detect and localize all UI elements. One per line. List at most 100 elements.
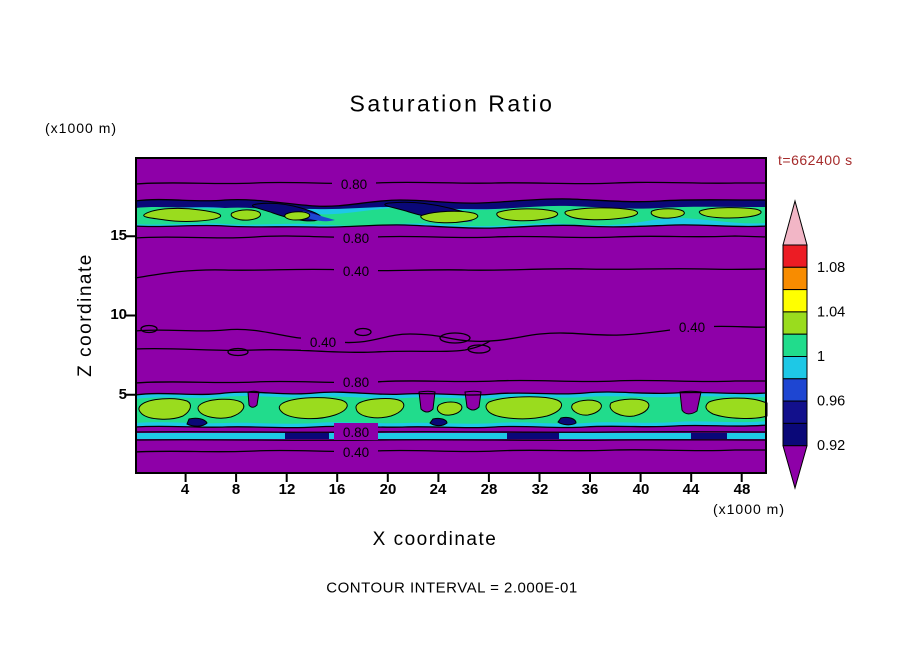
closed-contour (467, 344, 491, 354)
contour-label: 0.40 (679, 320, 705, 335)
strip-outline-top (134, 431, 768, 433)
x-tick-label: 28 (480, 481, 498, 498)
colorbar-bottom-arrow (782, 445, 808, 490)
cloud-cell (355, 398, 405, 419)
x-tick-label: 40 (632, 481, 650, 498)
dry-notch (418, 390, 436, 413)
colorbar-top-arrow (782, 199, 808, 246)
cloud-cell (436, 401, 463, 416)
contour-label: 0.80 (341, 177, 367, 192)
colorbar-cell (782, 289, 808, 313)
colorbar-cell (782, 333, 808, 357)
cloud-cell (698, 207, 762, 219)
cloud-cell (571, 399, 602, 416)
colorbar-cell (782, 378, 808, 402)
cloud-cell (564, 207, 639, 221)
strip-navy-segment (507, 433, 559, 439)
contour-label: 0.80 (343, 231, 369, 246)
upper-band-outline-bottom (134, 224, 768, 229)
lower-band-outline-bottom (134, 424, 768, 429)
colorbar-cell (782, 356, 808, 380)
x-tick-label: 36 (581, 481, 599, 498)
colorbar-label: 1 (817, 349, 825, 365)
lower-cloud-band (134, 390, 768, 429)
colorbar: 1.08 1.04 1 0.96 0.92 (782, 199, 845, 490)
cloud-cell (705, 397, 768, 419)
x-axis-units: (x1000 m) (712, 501, 785, 517)
cloud-cell (143, 207, 222, 222)
strip-cyan (135, 433, 767, 439)
colorbar-cell (782, 422, 808, 447)
strip-navy-segment (285, 433, 329, 439)
navy-pocket (429, 417, 448, 427)
x-axis-tick-marks (184, 474, 743, 482)
axis-ticks (126, 235, 743, 482)
cloud-cell (284, 211, 311, 221)
cloud-cell (609, 398, 650, 417)
cloud-cell (485, 396, 563, 420)
cloud-cell (420, 210, 479, 224)
contour-label: 0.40 (343, 445, 369, 460)
colorbar-label: 0.96 (817, 394, 845, 410)
navy-pocket (557, 416, 577, 426)
contour-value-labels: 0.80 0.80 0.40 0.40 0.40 0.80 0.80 0.40 (301, 175, 714, 460)
cloud-cell (496, 208, 559, 222)
colorbar-label: 0.92 (817, 438, 845, 454)
x-tick-label: 4 (180, 481, 190, 498)
x-tick-label: 20 (379, 481, 397, 498)
upper-band-outline-top (134, 198, 767, 207)
cloud-cell (197, 398, 245, 419)
cloud-cell (650, 208, 685, 219)
cloud-cell (138, 398, 191, 420)
strip-navy-segment (691, 433, 727, 439)
x-tick-label: 12 (278, 481, 296, 498)
contour-interval-note: CONTOUR INTERVAL = 2.000E-01 (326, 579, 578, 597)
y-tick-label: 10 (110, 306, 127, 323)
colorbar-cell (782, 244, 808, 268)
closed-contour (439, 332, 471, 344)
y-axis-tick-marks (126, 235, 135, 396)
y-axis-label: Z coordinate (75, 253, 96, 377)
x-axis-label: X coordinate (372, 529, 498, 550)
contour-label: 0.80 (343, 425, 369, 440)
y-tick-label: 15 (110, 227, 127, 244)
x-tick-label: 8 (231, 481, 241, 498)
dry-notch (247, 390, 260, 408)
plot-frame (135, 157, 767, 474)
closed-contour (227, 347, 249, 357)
colorbar-label: 1.08 (817, 260, 845, 276)
cloud-cell (230, 209, 262, 221)
x-tick-label: 16 (328, 481, 346, 498)
contour-line-040-upper (134, 268, 768, 279)
timestamp-label: t=662400 s (778, 152, 853, 168)
contour-label: 0.40 (310, 335, 336, 350)
contour-field: 0.80 0.80 0.40 0.40 0.40 0.80 0.80 0.40 (126, 157, 768, 482)
closed-contour (354, 327, 372, 337)
strip-outline-bottom (134, 439, 768, 441)
colorbar-cell (782, 266, 808, 291)
y-tick-label: 5 (118, 386, 127, 403)
dry-notch (464, 390, 482, 411)
closed-contour (140, 324, 158, 334)
chart-title: Saturation Ratio (349, 90, 555, 117)
contour-line-040-middle (134, 325, 768, 344)
contour-line-040-middle-lower (134, 340, 491, 354)
colorbar-cell (782, 400, 808, 424)
navy-pocket (186, 417, 208, 427)
moist-strip (134, 431, 768, 441)
contour-line-080-upper (134, 235, 768, 239)
x-tick-label: 32 (531, 481, 549, 498)
contour-label: 0.80 (343, 375, 369, 390)
x-tick-label: 24 (429, 481, 447, 498)
x-tick-label: 44 (682, 481, 700, 498)
lower-band-outline-top (134, 391, 768, 396)
contour-lines (134, 181, 768, 453)
contour-line-080-top (134, 181, 767, 185)
contour-line-040-bottom (134, 449, 767, 453)
contour-label: 0.40 (343, 264, 369, 279)
x-tick-label: 48 (733, 481, 751, 498)
dry-notch (679, 390, 702, 415)
upper-cloud-band (134, 198, 768, 229)
colorbar-cell (782, 311, 808, 335)
